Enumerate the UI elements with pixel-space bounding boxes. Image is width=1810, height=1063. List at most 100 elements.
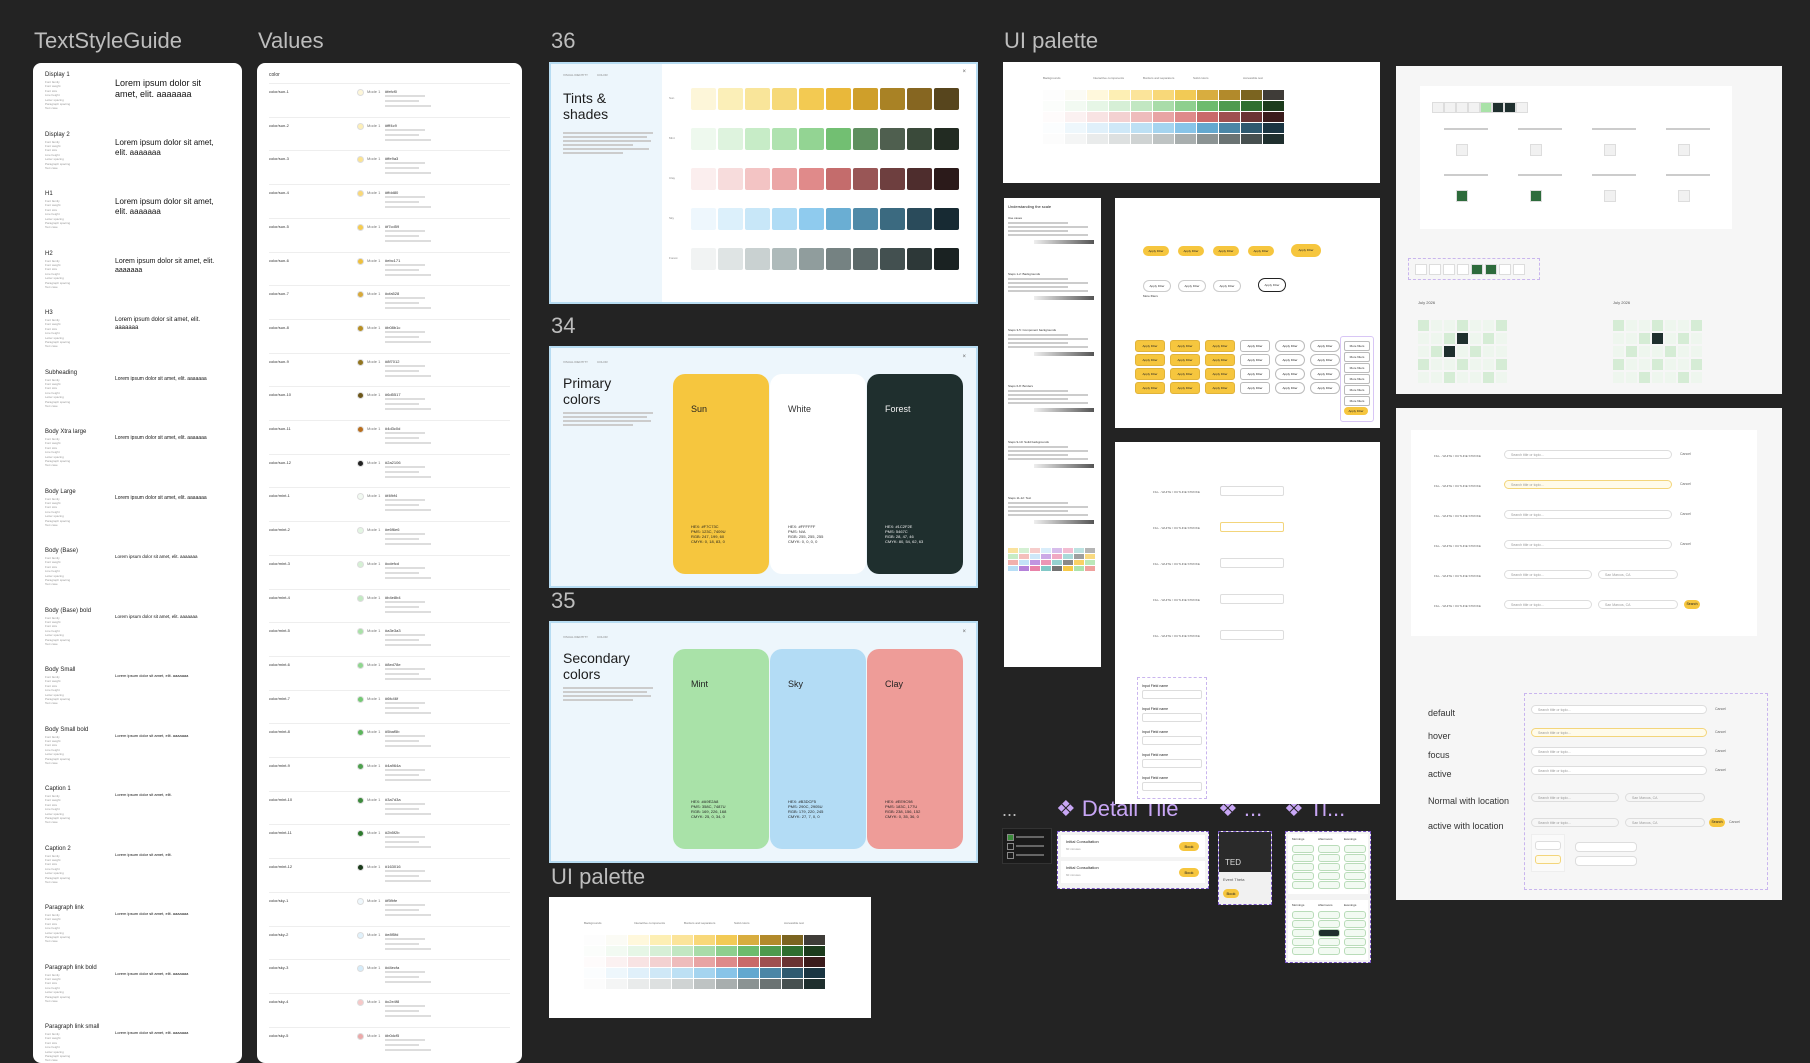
apply-filter-button[interactable]: Apply Filter	[1170, 354, 1200, 366]
calendar-day[interactable]	[1639, 359, 1650, 370]
input-field[interactable]	[1142, 736, 1202, 745]
calendar-day[interactable]	[1457, 372, 1468, 383]
calendar-day[interactable]	[1691, 372, 1702, 383]
value-row[interactable]: color/sun-1 Mode 1 #fefcf0	[269, 83, 510, 117]
calendar-day[interactable]	[1691, 320, 1702, 331]
palette-cell[interactable]	[804, 946, 825, 956]
palette-cell[interactable]	[1153, 134, 1174, 144]
value-row[interactable]: color/mint-12 Mode 1 #163016	[269, 858, 510, 892]
calendar-day[interactable]	[1626, 320, 1637, 331]
palette-cell[interactable]	[606, 946, 627, 956]
tint-swatch[interactable]	[880, 168, 905, 190]
book-button[interactable]: Book	[1179, 842, 1199, 851]
palette-cell[interactable]	[782, 979, 803, 989]
tint-swatch[interactable]	[745, 88, 770, 110]
date-chip[interactable]	[1492, 102, 1504, 113]
value-row[interactable]: color/sun-7 Mode 1 #cfa528	[269, 285, 510, 319]
apply-filter-button[interactable]: Apply Filter	[1275, 354, 1305, 366]
palette-cell[interactable]	[716, 957, 737, 967]
palette-cell[interactable]	[1175, 123, 1196, 133]
calendar-day[interactable]	[1483, 372, 1494, 383]
location-input[interactable]: San Marcos, CA	[1625, 818, 1705, 827]
date-state-chip[interactable]	[1456, 190, 1468, 202]
palette-cell[interactable]	[738, 968, 759, 978]
calendar-day[interactable]	[1444, 346, 1455, 357]
calendar-day[interactable]	[1652, 333, 1663, 344]
palette-cell[interactable]	[628, 957, 649, 967]
tint-swatch[interactable]	[799, 168, 824, 190]
mobile-search-variant[interactable]	[1531, 834, 1565, 872]
search-button[interactable]: Search	[1709, 818, 1725, 827]
date-chip[interactable]	[1429, 264, 1441, 275]
apply-filter-outline-button[interactable]: Apply Filter	[1258, 278, 1286, 292]
apply-filter-button[interactable]: Apply Filter	[1135, 382, 1165, 394]
calendar-day[interactable]	[1418, 320, 1429, 331]
tint-swatch[interactable]	[880, 88, 905, 110]
palette-cell[interactable]	[584, 979, 605, 989]
calendar-day[interactable]	[1665, 372, 1676, 383]
palette-cell[interactable]	[1241, 112, 1262, 122]
tint-swatch[interactable]	[853, 128, 878, 150]
tint-swatch[interactable]	[718, 88, 743, 110]
date-state-chip[interactable]	[1530, 144, 1542, 156]
date-chip[interactable]	[1415, 264, 1427, 275]
calendar-day[interactable]	[1652, 359, 1663, 370]
value-row[interactable]: color/mint-5 Mode 1 #a3e3a3	[269, 622, 510, 656]
value-row[interactable]: color/sun-9 Mode 1 #8f7012	[269, 352, 510, 387]
tint-swatch[interactable]	[691, 248, 716, 270]
date-state-chip[interactable]	[1678, 190, 1690, 202]
detail-tile-item[interactable]: Initial Consultation 60 minutes Book	[1061, 835, 1205, 857]
text-style-row[interactable]: Paragraph link small Font family Font weig…	[45, 1024, 234, 1063]
calendar-day[interactable]	[1665, 320, 1676, 331]
calendar-day[interactable]	[1431, 372, 1442, 383]
value-row[interactable]: color/sun-6 Mode 1 #ebc171	[269, 251, 510, 286]
palette-cell[interactable]	[1175, 134, 1196, 144]
date-chip[interactable]	[1471, 264, 1483, 275]
palette-cell[interactable]	[650, 935, 671, 945]
value-row[interactable]: color/sky-2 Mode 1 #e8f5fd	[269, 925, 510, 960]
time-slot[interactable]	[1318, 929, 1340, 937]
palette-cell[interactable]	[1153, 123, 1174, 133]
apply-filter-button[interactable]: Apply Filter	[1205, 368, 1235, 380]
calendar-day[interactable]	[1418, 333, 1429, 344]
calendar-day[interactable]	[1691, 359, 1702, 370]
frame-title-36[interactable]: 36	[551, 28, 576, 53]
palette-cell[interactable]	[650, 979, 671, 989]
apply-filter-button[interactable]: Apply Filter	[1310, 340, 1340, 352]
palette-cell[interactable]	[672, 979, 693, 989]
palette-cell[interactable]	[694, 968, 715, 978]
calendar-day[interactable]	[1418, 346, 1429, 357]
search-states-frame[interactable]: FILL - WHITE / OUTLINE STROKE Search titl…	[1396, 408, 1782, 900]
calendar-day[interactable]	[1639, 372, 1650, 383]
palette-cell[interactable]	[584, 968, 605, 978]
calendar-day[interactable]	[1678, 359, 1689, 370]
palette-cell[interactable]	[1065, 123, 1086, 133]
palette-cell[interactable]	[1219, 112, 1240, 122]
palette-cell[interactable]	[1175, 101, 1196, 111]
time-slot[interactable]	[1344, 947, 1366, 955]
calendar-day[interactable]	[1418, 372, 1429, 383]
time-slot[interactable]	[1318, 881, 1340, 889]
palette-cell[interactable]	[694, 957, 715, 967]
palette-cell[interactable]	[782, 935, 803, 945]
palette-cell[interactable]	[606, 968, 627, 978]
tint-swatch[interactable]	[907, 208, 932, 230]
text-input[interactable]	[1220, 558, 1284, 568]
time-slot[interactable]	[1318, 920, 1340, 928]
tint-swatch[interactable]	[934, 248, 959, 270]
text-style-row[interactable]: H2 Font family Font weight Font size Line he…	[45, 251, 234, 307]
date-chip[interactable]	[1456, 102, 1468, 113]
apply-filter-button[interactable]: Apply Filter	[1275, 340, 1305, 352]
primary-colors-card[interactable]: VISUAL IDENTITY COLOR Primary colors × S…	[549, 346, 978, 588]
text-style-row[interactable]: Paragraph link Font family Font weight Font…	[45, 905, 234, 961]
search-input[interactable]: Search title or topic...	[1504, 480, 1672, 489]
palette-cell[interactable]	[672, 935, 693, 945]
secondary-swatch[interactable]: Sky HEX: #B3DCF5 PMS: 290C, 2905U RGB: 179,…	[770, 649, 866, 849]
tint-swatch[interactable]	[826, 128, 851, 150]
palette-cell[interactable]	[782, 946, 803, 956]
palette-cell[interactable]	[782, 968, 803, 978]
more-filters-button[interactable]: More filters	[1344, 396, 1370, 406]
tint-swatch[interactable]	[853, 208, 878, 230]
value-row[interactable]: color/mint-1 Mode 1 #f4fbf4	[269, 487, 510, 521]
calendar-day[interactable]	[1470, 333, 1481, 344]
